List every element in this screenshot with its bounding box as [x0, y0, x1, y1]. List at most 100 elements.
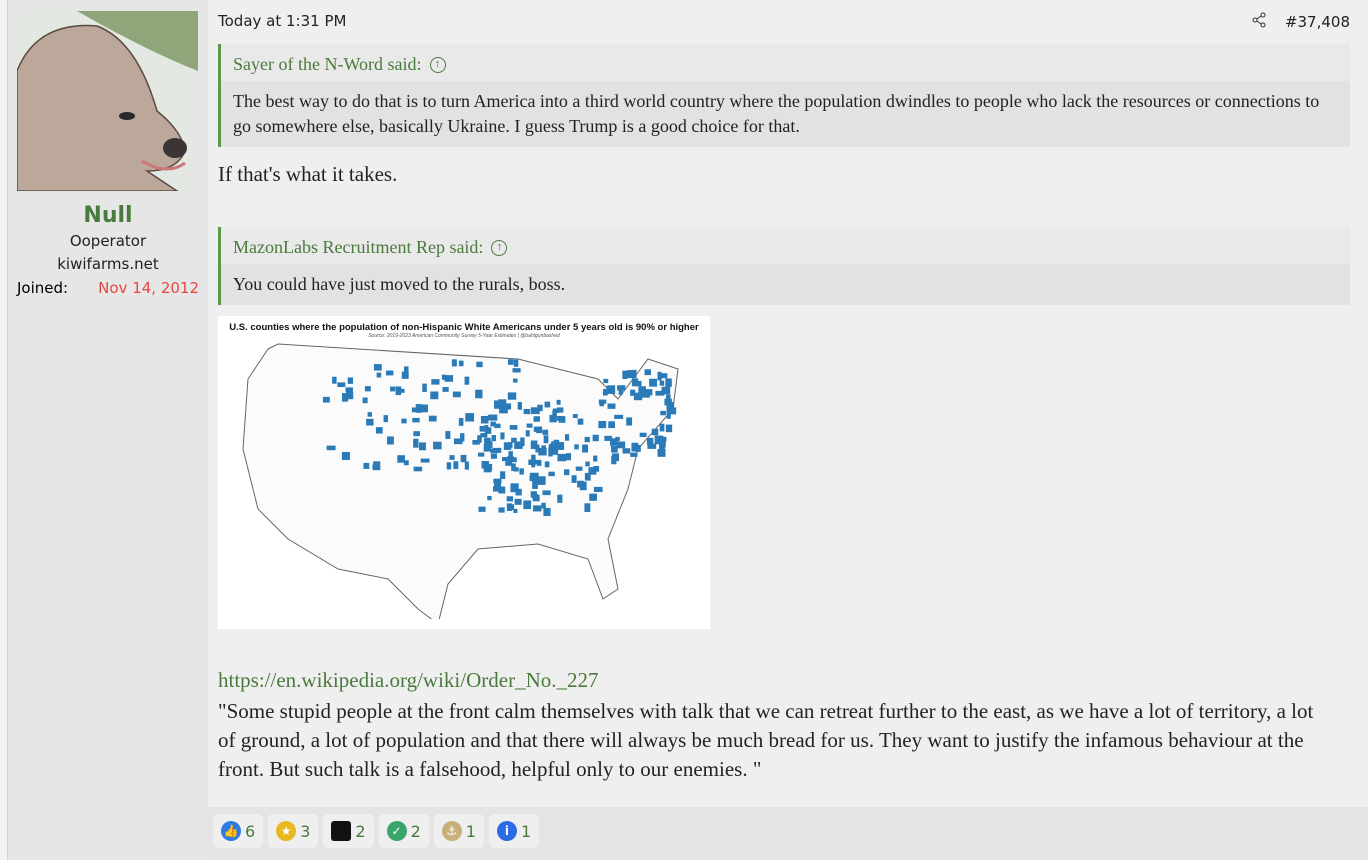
county-mark — [584, 436, 590, 443]
county-mark — [585, 461, 590, 467]
county-mark — [565, 453, 572, 461]
county-mark — [387, 436, 394, 445]
county-mark — [420, 458, 430, 463]
county-mark — [537, 476, 546, 485]
county-mark — [341, 451, 350, 460]
county-mark — [551, 441, 556, 446]
reaction-checkmark[interactable]: ✓ 2 — [378, 814, 429, 848]
county-mark — [599, 399, 605, 407]
county-mark — [451, 359, 457, 367]
joined-label: Joined: — [17, 279, 69, 297]
post-timestamp[interactable]: Today at 1:31 PM — [218, 12, 347, 30]
county-mark — [491, 435, 497, 442]
county-mark — [517, 402, 522, 410]
arrow-up-circle-icon[interactable]: ↑ — [491, 239, 508, 256]
county-mark — [489, 414, 498, 421]
county-mark — [523, 408, 531, 415]
county-mark — [557, 453, 566, 462]
county-mark — [574, 444, 579, 450]
wikipedia-link[interactable]: https://en.wikipedia.org/wiki/Order_No._… — [218, 668, 599, 692]
county-mark — [622, 448, 631, 454]
thumbs-up-icon: 👍 — [221, 821, 241, 841]
county-mark — [526, 423, 533, 428]
avatar[interactable] — [17, 11, 198, 191]
county-mark — [660, 373, 668, 379]
county-mark — [614, 414, 624, 419]
county-mark — [633, 392, 643, 401]
county-mark — [460, 454, 467, 463]
county-mark — [646, 437, 654, 445]
reaction-medal[interactable]: ★ 3 — [268, 814, 319, 848]
county-mark — [661, 441, 666, 448]
username[interactable]: Null — [83, 203, 133, 228]
county-mark — [537, 404, 543, 412]
county-mark — [372, 464, 379, 470]
county-mark — [627, 370, 635, 379]
county-mark — [530, 407, 540, 415]
map-image[interactable]: U.S. counties where the population of no… — [218, 316, 710, 629]
county-mark — [666, 394, 671, 400]
county-mark — [607, 403, 616, 409]
county-mark — [326, 445, 336, 451]
county-mark — [479, 425, 485, 432]
county-mark — [514, 498, 522, 505]
county-mark — [364, 386, 371, 392]
county-mark — [552, 409, 557, 416]
county-mark — [548, 447, 553, 457]
post-number[interactable]: #37,408 — [1284, 13, 1350, 31]
county-mark — [554, 442, 563, 448]
county-mark — [481, 461, 490, 469]
county-mark — [511, 463, 516, 471]
county-mark — [571, 475, 577, 483]
county-mark — [531, 459, 536, 468]
county-mark — [332, 376, 337, 384]
reaction-top-hat[interactable]: 2 — [323, 814, 374, 848]
county-mark — [515, 488, 522, 496]
county-mark — [345, 387, 353, 392]
county-mark — [557, 494, 563, 503]
county-mark — [572, 414, 578, 419]
county-mark — [584, 472, 591, 481]
county-mark — [412, 417, 420, 423]
county-mark — [498, 399, 507, 409]
quote-author[interactable]: Sayer of the N-Word said: — [233, 54, 422, 74]
share-icon[interactable] — [1251, 12, 1267, 32]
county-mark — [322, 396, 330, 403]
county-mark — [452, 391, 461, 398]
county-mark — [564, 469, 570, 476]
county-mark — [661, 386, 671, 395]
reply-text: If that's what it takes. — [218, 162, 398, 186]
county-mark — [556, 407, 564, 413]
county-mark — [544, 461, 550, 468]
county-mark — [598, 420, 607, 429]
county-mark — [512, 368, 521, 373]
county-mark — [532, 459, 542, 465]
quote-block: MazonLabs Recruitment Rep said: ↑ You cou… — [218, 227, 1350, 305]
county-mark — [612, 453, 620, 462]
county-mark — [626, 417, 633, 426]
quote-author[interactable]: MazonLabs Recruitment Rep said: — [233, 237, 484, 257]
county-mark — [498, 486, 506, 494]
county-mark — [513, 508, 518, 513]
reaction-marine-emblem[interactable]: ⚓ 1 — [433, 814, 484, 848]
county-mark — [373, 364, 382, 371]
county-mark — [584, 503, 591, 513]
county-mark — [433, 441, 442, 450]
county-mark — [657, 449, 666, 457]
county-mark — [541, 502, 546, 509]
county-mark — [453, 438, 463, 445]
county-mark — [442, 386, 449, 392]
county-mark — [664, 398, 672, 406]
county-mark — [617, 441, 626, 449]
county-mark — [665, 378, 672, 387]
county-mark — [401, 371, 409, 379]
county-mark — [507, 456, 514, 462]
county-mark — [431, 379, 440, 385]
county-mark — [622, 370, 628, 379]
arrow-up-circle-icon[interactable]: ↑ — [429, 56, 446, 73]
reaction-thumbs-up[interactable]: 👍 6 — [213, 814, 264, 848]
county-mark — [458, 360, 464, 367]
user-sidebar: Null Ooperator kiwifarms.net Joined: Nov… — [8, 0, 208, 860]
county-mark — [367, 412, 372, 417]
